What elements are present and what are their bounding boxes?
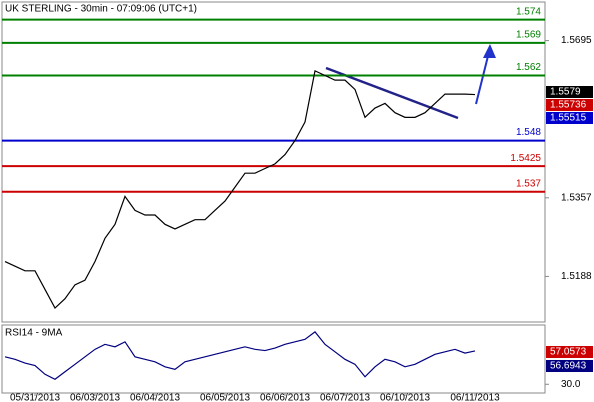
price-marker-box	[546, 99, 593, 111]
series-line	[4, 69, 476, 310]
price-marker-label: 1.55736	[550, 100, 587, 111]
level-label: 1.569	[516, 30, 541, 41]
x-tick-label: 06/11/2013	[450, 393, 500, 402]
x-tick-label: 06/06/2013	[260, 393, 310, 402]
price-marker-box	[546, 112, 593, 124]
price-marker-box	[546, 346, 593, 358]
x-tick-label: 06/10/2013	[380, 393, 430, 402]
y-tick-label: 1.5188	[561, 271, 592, 282]
level-label: 1.574	[516, 6, 541, 17]
arrow-head	[483, 44, 496, 58]
y-tick-label: 30.0	[561, 379, 581, 390]
y-tick-label: 1.5357	[561, 192, 592, 203]
price-marker-box	[546, 86, 593, 98]
x-tick-label: 06/07/2013	[320, 393, 370, 402]
rsi-panel	[1, 324, 546, 394]
x-tick-label: 06/05/2013	[200, 393, 250, 402]
price-panel	[1, 1, 546, 323]
level-label: 1.537	[516, 178, 541, 189]
price-marker-label: 1.5579	[550, 87, 581, 98]
x-tick-label: 06/04/2013	[130, 393, 180, 402]
price-marker-label: 57.0573	[550, 347, 587, 358]
series-line	[4, 331, 476, 380]
level-label: 1.548	[516, 127, 541, 138]
y-tick-label: 1.5695	[561, 35, 592, 46]
chart-title: UK STERLING - 30min - 07:09:06 (UTC+1)	[5, 4, 197, 15]
price-marker-label: 56.6943	[550, 361, 587, 372]
level-label: 1.562	[516, 62, 541, 73]
x-tick-label: 05/31/2013	[10, 393, 60, 402]
level-label: 1.5425	[510, 153, 541, 164]
price-marker-box	[546, 360, 593, 372]
x-tick-label: 06/03/2013	[70, 393, 120, 402]
rsi-title: RSI14 - 9MA	[5, 328, 63, 339]
price-marker-label: 1.55515	[550, 113, 587, 124]
